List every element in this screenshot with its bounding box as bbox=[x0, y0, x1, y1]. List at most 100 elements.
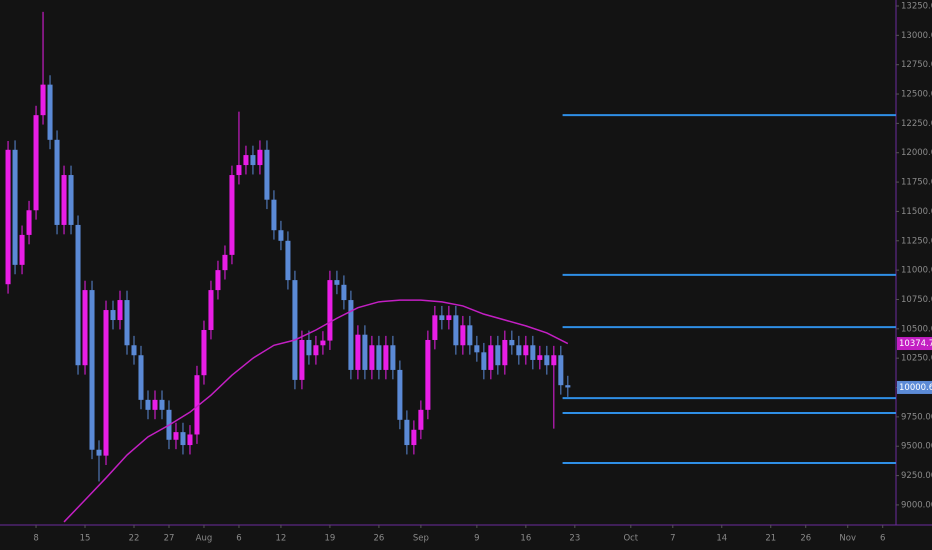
x-tick-label: 8 bbox=[33, 534, 38, 544]
candle-body bbox=[369, 345, 375, 370]
x-tick-label: 7 bbox=[670, 534, 675, 544]
candle-body bbox=[320, 340, 326, 346]
candle-body bbox=[187, 434, 193, 446]
candle-body bbox=[40, 84, 46, 116]
y-tick-label: 13000.00 bbox=[901, 31, 932, 41]
candle-body bbox=[89, 290, 95, 450]
x-tick-label: 9 bbox=[474, 534, 479, 544]
candle-body bbox=[432, 315, 438, 340]
candle-body bbox=[390, 345, 396, 370]
candle-body bbox=[418, 409, 424, 430]
ma-price-tag: 10374.73 bbox=[899, 339, 932, 349]
candle-body bbox=[250, 155, 256, 166]
candle-body bbox=[341, 284, 347, 301]
candle-body bbox=[327, 280, 333, 341]
candle-body bbox=[551, 355, 557, 366]
x-tick-label: Sep bbox=[413, 534, 429, 544]
candle-body bbox=[285, 240, 291, 281]
candle-body bbox=[565, 385, 571, 388]
x-tick-label: 16 bbox=[520, 534, 531, 544]
candle-body bbox=[152, 399, 158, 410]
candle-body bbox=[103, 310, 109, 456]
candle-body bbox=[124, 300, 130, 346]
candle-body bbox=[68, 175, 74, 225]
x-tick-label: 21 bbox=[765, 534, 776, 544]
y-tick-label: 10250.00 bbox=[901, 354, 932, 364]
candle-body bbox=[523, 345, 529, 356]
y-tick-label: 11000.00 bbox=[901, 266, 932, 276]
candle-body bbox=[404, 419, 410, 446]
candle-body bbox=[530, 345, 536, 360]
x-tick-label: Aug bbox=[196, 534, 213, 544]
candle-body bbox=[439, 315, 445, 321]
y-tick-label: 11750.00 bbox=[901, 178, 932, 188]
candle-body bbox=[278, 230, 284, 241]
candle-body bbox=[138, 355, 144, 400]
candle-body bbox=[96, 449, 102, 456]
candle-body bbox=[236, 165, 242, 176]
candle-body bbox=[516, 345, 522, 356]
y-tick-label: 12000.00 bbox=[901, 148, 932, 158]
y-tick-label: 11250.00 bbox=[901, 236, 932, 246]
candle-body bbox=[222, 254, 228, 271]
candle-body bbox=[5, 149, 11, 285]
candle-body bbox=[12, 149, 18, 265]
candle-body bbox=[19, 234, 25, 265]
candle-body bbox=[243, 155, 249, 166]
x-tick-label: 26 bbox=[800, 534, 811, 544]
candle-body bbox=[47, 84, 53, 140]
candle-body bbox=[54, 139, 60, 225]
y-tick-label: 9000.00 bbox=[901, 500, 932, 510]
x-tick-label: Oct bbox=[623, 534, 638, 544]
x-tick-label: 15 bbox=[80, 534, 91, 544]
moving-average bbox=[63, 299, 569, 523]
candle-body bbox=[117, 300, 123, 321]
candle-body bbox=[131, 345, 137, 356]
candle-body bbox=[397, 369, 403, 420]
candle-body bbox=[383, 345, 389, 370]
candle-body bbox=[488, 345, 494, 370]
candle-body bbox=[292, 280, 298, 380]
y-tick-label: 9750.00 bbox=[901, 412, 932, 422]
candle-body bbox=[474, 345, 480, 353]
candle-body bbox=[425, 339, 431, 410]
y-tick-label: 13250.00 bbox=[901, 1, 932, 11]
candle-body bbox=[481, 352, 487, 370]
x-tick-label: 6 bbox=[880, 534, 885, 544]
candle-body bbox=[509, 339, 515, 346]
y-tick-label: 11500.00 bbox=[901, 207, 932, 217]
x-tick-label: Nov bbox=[839, 534, 856, 544]
candle-body bbox=[537, 355, 543, 360]
y-tick-label: 9500.00 bbox=[901, 442, 932, 452]
candle-body bbox=[201, 330, 207, 376]
x-tick-label: 14 bbox=[716, 534, 727, 544]
candle-body bbox=[26, 210, 32, 235]
candle-body bbox=[306, 339, 312, 356]
y-tick-label: 10500.00 bbox=[901, 324, 932, 334]
candle-body bbox=[208, 290, 214, 331]
candle-body bbox=[194, 375, 200, 435]
candle-body bbox=[411, 429, 417, 446]
candle-body bbox=[173, 432, 179, 440]
candle-body bbox=[495, 345, 501, 366]
ma-price-tag-box bbox=[897, 337, 932, 351]
candle-body bbox=[264, 149, 270, 200]
candle-body bbox=[75, 224, 81, 366]
x-tick-label: 22 bbox=[129, 534, 140, 544]
y-tick-label: 12500.00 bbox=[901, 90, 932, 100]
candle-body bbox=[355, 334, 361, 370]
candle-body bbox=[558, 355, 564, 386]
candle-body bbox=[313, 345, 319, 356]
x-tick-label: 6 bbox=[236, 534, 241, 544]
candle-body bbox=[467, 325, 473, 346]
candle-body bbox=[376, 345, 382, 370]
x-tick-label: 19 bbox=[325, 534, 336, 544]
x-tick-label: 26 bbox=[373, 534, 384, 544]
candle-body bbox=[446, 315, 452, 321]
candle-body bbox=[61, 175, 67, 225]
y-tick-label: 12750.00 bbox=[901, 60, 932, 70]
candle-body bbox=[299, 339, 305, 380]
candle-body bbox=[502, 339, 508, 366]
